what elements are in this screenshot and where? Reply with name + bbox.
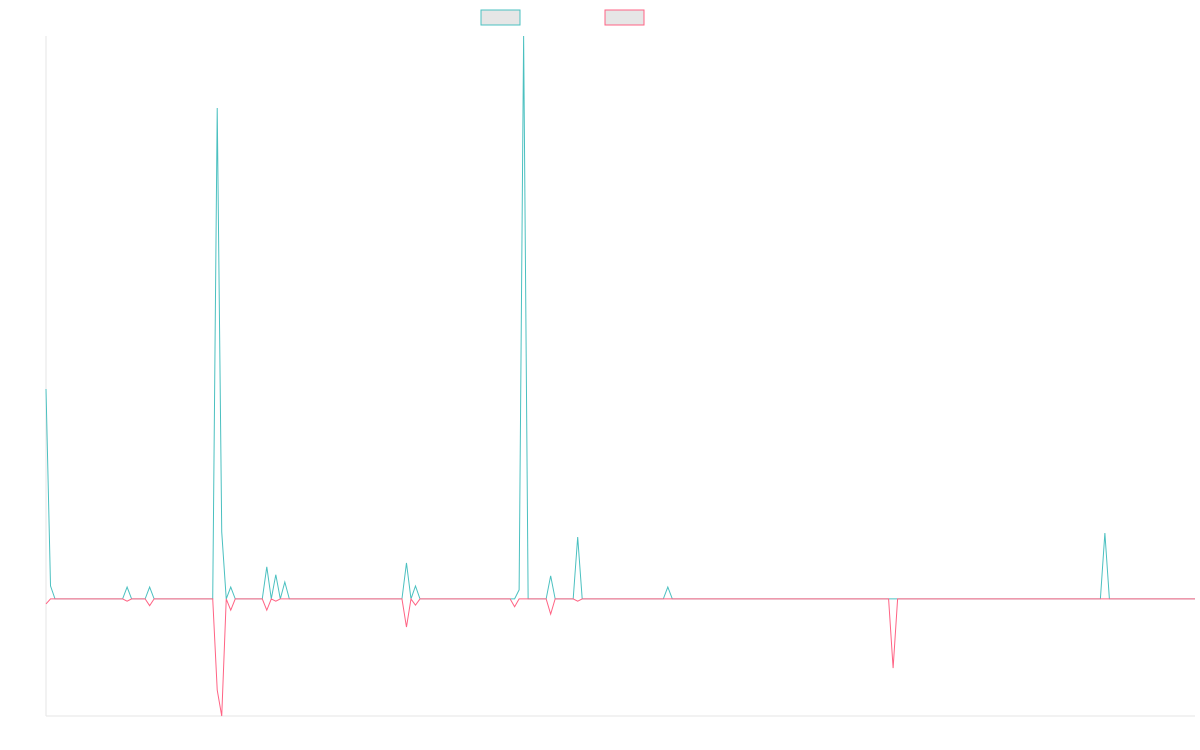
legend-swatch[interactable] (604, 9, 645, 26)
series-line (45, 597, 1195, 717)
legend-swatch[interactable] (480, 9, 521, 26)
series-line (45, 35, 1195, 600)
